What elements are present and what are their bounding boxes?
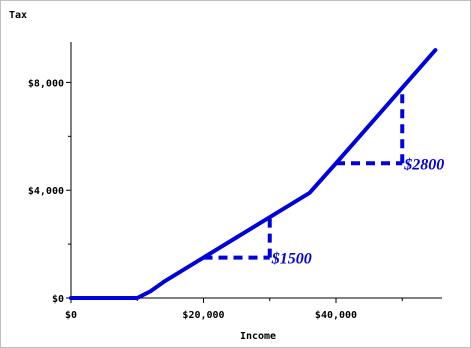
x-tick-label: $40,000 — [315, 310, 357, 321]
annotations-layer: $1500 $2800 — [203, 87, 444, 268]
annotation-label: $2800 — [403, 156, 444, 173]
x-tick-label: $20,000 — [182, 310, 224, 321]
annotation-label: $1500 — [271, 251, 312, 268]
series-layer — [69, 48, 438, 300]
y-axis-label: Tax — [9, 10, 27, 21]
axes: $0 $4,000 $8,000 $0 $20,000 $40,000 — [28, 42, 442, 321]
y-tick-label: $4,000 — [28, 186, 64, 197]
tax-series-line — [69, 48, 438, 300]
x-axis-label: Income — [240, 331, 276, 342]
y-tick-label: $8,000 — [28, 78, 64, 89]
x-tick-label: $0 — [65, 310, 77, 321]
y-tick-label: $0 — [52, 294, 64, 305]
